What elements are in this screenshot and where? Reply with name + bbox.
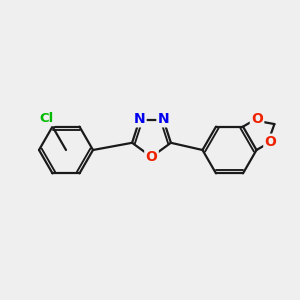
Text: O: O bbox=[146, 151, 158, 164]
Text: Cl: Cl bbox=[40, 112, 54, 125]
Text: N: N bbox=[134, 112, 145, 126]
Text: O: O bbox=[251, 112, 263, 125]
Text: O: O bbox=[265, 135, 277, 149]
Text: N: N bbox=[158, 112, 169, 126]
